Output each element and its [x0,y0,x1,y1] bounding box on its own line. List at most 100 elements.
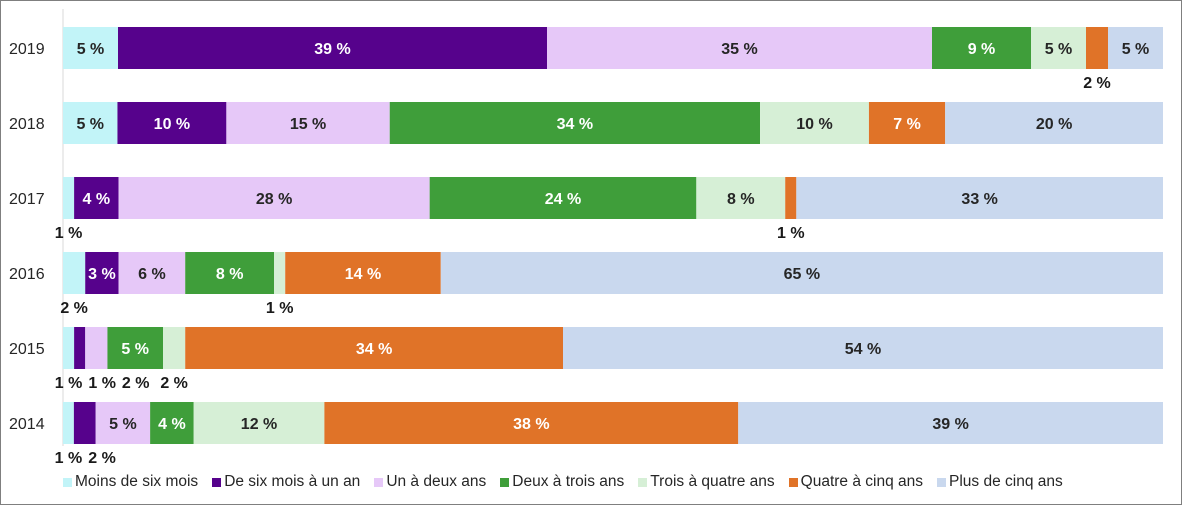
bar-segment [118,177,430,219]
data-label: 2 % [122,375,150,392]
data-label: 2 % [1083,75,1111,92]
legend-swatch [212,477,222,487]
plot-area: 2019 5 % 39 % 35 % 9 % 5 % 2 % 5 % 2018 5 % 10 % 15… [9,9,1163,467]
legend-swatch [788,477,798,487]
bar-segment [63,177,75,219]
legend-item: Un à deux ans [374,473,486,491]
bar-segment [274,252,286,294]
data-label: 28 % [256,191,292,208]
bar-segment [389,102,761,144]
data-label: 1 % [266,300,294,317]
data-label: 34 % [356,341,392,358]
bar-segment [63,252,86,294]
bar-segment [185,327,563,369]
legend-item: Deux à trois ans [500,473,624,491]
bar-segment [932,27,1031,69]
bar-segment [193,402,325,444]
data-label: 20 % [1036,116,1072,133]
bar-segment [1031,27,1086,69]
legend: Moins de six mois De six mois à un an Un à… [63,473,1063,491]
y-tick-label: 2015 [9,341,45,358]
legend-label: Quatre à cinq ans [800,473,923,490]
data-label: 34 % [557,116,593,133]
data-label: 14 % [345,266,381,283]
data-label: 1 % [55,375,83,392]
data-label: 9 % [968,41,996,58]
bar-segment [85,252,119,294]
data-label: 1 % [55,450,83,467]
legend-swatch [937,477,946,487]
data-label: 4 % [158,416,186,433]
data-label: 5 % [77,41,105,58]
bar-segment [150,402,194,444]
legend-swatch [63,477,72,487]
bar-segment [440,252,1163,294]
data-label: 8 % [727,191,755,208]
bar-segment [73,402,96,444]
y-tick-label: 2018 [9,116,45,133]
legend-item: Trois à quatre ans [638,473,775,491]
y-tick-label: 2017 [9,191,45,208]
data-label: 8 % [216,266,244,283]
bar-segment [785,177,797,219]
data-label: 1 % [88,375,116,392]
data-label: 38 % [513,416,549,433]
data-label: 4 % [83,191,111,208]
bar-segment [696,177,786,219]
bar-segment [429,177,697,219]
legend-label: Plus de cinq ans [949,473,1063,490]
bar-segment [74,327,86,369]
bar-segment [1108,27,1163,69]
legend-label: Trois à quatre ans [650,473,775,490]
data-label: 35 % [721,41,757,58]
data-label: 5 % [1122,41,1150,58]
data-label: 5 % [1045,41,1073,58]
bar-segment [547,27,932,69]
data-label: 10 % [796,116,832,133]
y-tick-label: 2019 [9,41,45,58]
data-label: 15 % [290,116,326,133]
bar-segment [796,177,1163,219]
bar-segment [85,327,108,369]
legend-label: Deux à trois ans [512,473,625,490]
bar-segment [107,327,163,369]
legend-label: De six mois à un an [224,473,361,490]
bar-segment [760,102,869,144]
legend-swatch [638,477,648,487]
legend-label: Moins de six mois [75,473,199,490]
bar-segment [63,327,75,369]
data-label: 2 % [88,450,116,467]
bar-segment [118,252,186,294]
data-label: 7 % [893,116,921,133]
data-label: 39 % [314,41,350,58]
bar-segment [1086,27,1108,69]
data-label: 1 % [777,225,805,242]
bar-segment [226,102,390,144]
bar-segment [117,102,227,144]
bar-segment [945,102,1163,144]
bar-segment [63,27,118,69]
data-label: 10 % [154,116,190,133]
legend-item: Quatre à cinq ans [788,473,923,491]
legend-item: Moins de six mois [63,473,198,491]
bar-segment [563,327,1163,369]
bar-segment [324,402,739,444]
bar-segment [95,402,151,444]
data-label: 12 % [241,416,277,433]
bar-segment [163,327,186,369]
legend-label: Un à deux ans [386,473,487,490]
data-label: 5 % [109,416,137,433]
data-label: 39 % [932,416,968,433]
data-label: 3 % [88,266,116,283]
bar-segment [63,102,118,144]
data-label: 1 % [55,225,83,242]
data-label: 24 % [545,191,581,208]
y-tick-label: 2014 [9,416,45,433]
y-tick-label: 2016 [9,266,45,283]
data-label: 33 % [961,191,997,208]
data-label: 5 % [121,341,149,358]
bar-segment [738,402,1163,444]
bar-segment [63,402,74,444]
data-label: 2 % [160,375,188,392]
